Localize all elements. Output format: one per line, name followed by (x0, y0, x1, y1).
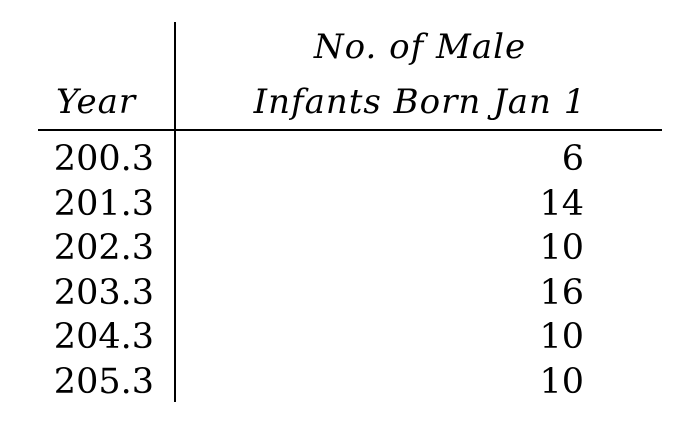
table-row: 202.3 10 (0, 226, 700, 271)
table-body: 200.3 6 201.3 14 202.3 10 203.3 16 204.3… (0, 137, 700, 404)
count-cell: 14 (539, 183, 584, 224)
header-year: Year (56, 82, 137, 122)
table-row: 200.3 6 (0, 137, 700, 182)
year-cell: 200.3 (53, 139, 154, 179)
vertical-rule (174, 22, 176, 402)
table-row: 203.3 16 (0, 271, 700, 316)
year-cell: 201.3 (53, 183, 154, 224)
year-cell: 205.3 (53, 361, 154, 402)
year-cell: 204.3 (53, 317, 154, 357)
table-row: 204.3 10 (0, 315, 700, 360)
header-rule (38, 129, 662, 131)
table-row: 201.3 14 (0, 182, 700, 227)
year-cell: 202.3 (53, 228, 154, 268)
count-cell: 16 (539, 272, 584, 313)
count-cell: 10 (539, 361, 584, 402)
header-count-line1: No. of Male (313, 27, 527, 67)
year-cell: 203.3 (53, 272, 154, 313)
header-count-line2: Infants Born Jan 1 (253, 82, 587, 122)
count-cell: 10 (539, 228, 584, 268)
table-row: 205.3 10 (0, 360, 700, 405)
count-cell: 6 (561, 139, 584, 179)
count-cell: 10 (539, 317, 584, 357)
